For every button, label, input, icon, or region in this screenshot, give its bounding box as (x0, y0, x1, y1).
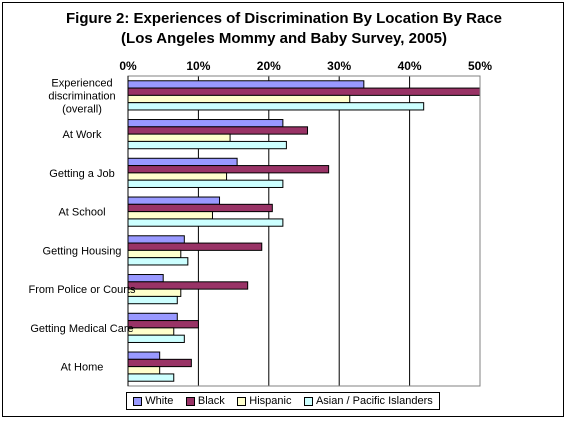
chart-frame (2, 2, 564, 417)
category-label: At School (58, 207, 105, 219)
bar-white (127, 119, 284, 128)
legend-swatch (133, 396, 143, 406)
bar-hispanic (127, 249, 182, 259)
bar-black (127, 281, 249, 290)
legend-swatch (303, 396, 313, 406)
legend-item: Hispanic (237, 395, 291, 407)
bar-black (127, 203, 273, 213)
bar-hispanic (127, 172, 228, 181)
category-group (127, 196, 284, 227)
legend-item: Asian / Pacific Islanders (303, 395, 433, 407)
category-group (127, 351, 192, 382)
bar-asian-pacific-islanders (127, 179, 284, 188)
bar-white (127, 80, 365, 89)
category-group (127, 312, 199, 343)
bar-hispanic (127, 327, 175, 336)
x-tick-label: 0% (119, 59, 137, 73)
x-tick-label: 10% (186, 59, 210, 73)
bar-hispanic (127, 366, 161, 375)
bar-asian-pacific-islanders (127, 295, 178, 305)
category-label: Getting a Job (49, 168, 114, 180)
legend-label: Hispanic (249, 395, 292, 407)
category-group (127, 235, 263, 266)
category-label: At Home (61, 362, 104, 374)
category-label: At Work (63, 129, 102, 141)
plot-border (127, 75, 481, 387)
bar-white (127, 274, 164, 283)
category-group (127, 80, 481, 111)
bar-asian-pacific-islanders (127, 218, 284, 227)
bar-asian-pacific-islanders (127, 257, 189, 266)
legend: White Black Hispanic Asian / Pacific Island… (126, 392, 440, 410)
legend-swatch (185, 396, 195, 406)
legend-item: White (133, 395, 173, 407)
bar-white (127, 235, 185, 244)
legend-label: Asian / Pacific Islanders (315, 395, 433, 407)
x-tick-label: 40% (398, 59, 422, 73)
chart-title: Figure 2: Experiences of Discrimination … (66, 10, 502, 27)
chart-subtitle: (Los Angeles Mommy and Baby Survey, 2005… (121, 30, 447, 47)
category-group (127, 119, 309, 150)
x-tick-label: 20% (257, 59, 281, 73)
legend-label: White (145, 395, 174, 407)
category-labels: Experienced discrimination (overall) At Wor… (29, 77, 136, 373)
bar-asian-pacific-islanders (127, 373, 175, 382)
x-tick-labels: 0% 10% 20% 30% 40% 50% (119, 59, 492, 73)
x-tick-label: 50% (468, 59, 492, 73)
category-label: Experienced discrimination (overall) (48, 77, 115, 115)
category-label: Getting Medical Care (30, 323, 133, 335)
bar-black (127, 126, 309, 135)
category-label: From Police or Courts (29, 284, 136, 296)
bar-hispanic (127, 288, 182, 297)
bars (127, 80, 481, 382)
category-group (127, 274, 249, 305)
bar-asian-pacific-islanders (127, 102, 425, 111)
bar-white (127, 351, 161, 360)
bar-black (127, 165, 330, 174)
bar-white (127, 157, 238, 167)
bar-asian-pacific-islanders (127, 334, 185, 343)
bar-black (127, 242, 263, 251)
category-label: Getting Housing (43, 245, 122, 257)
x-tick-label: 30% (327, 59, 351, 73)
bar-hispanic (127, 94, 351, 104)
category-group (127, 157, 330, 188)
bar-asian-pacific-islanders (127, 140, 287, 150)
bar-white (127, 312, 178, 322)
bar-black (127, 358, 192, 368)
bar-white (127, 196, 221, 205)
bar-hispanic (127, 211, 213, 220)
bar-hispanic (127, 133, 231, 142)
legend-item: Black (185, 395, 225, 407)
legend-swatch (237, 396, 247, 406)
legend-label: Black (197, 395, 225, 407)
bar-black (127, 320, 199, 329)
bar-black (127, 87, 481, 96)
